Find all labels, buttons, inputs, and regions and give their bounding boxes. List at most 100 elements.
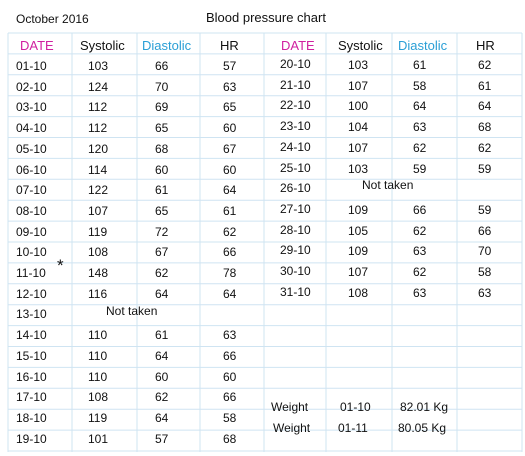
systolic-value: 110	[88, 328, 107, 342]
systolic-value: 108	[348, 286, 368, 300]
diastolic-value: 64	[155, 287, 168, 301]
diastolic-value: 62	[413, 265, 426, 279]
hr-value: 62	[223, 225, 236, 239]
systolic-value: 107	[348, 141, 368, 155]
hr-value: 57	[223, 59, 236, 73]
hr-value: 66	[223, 245, 236, 259]
systolic-value: 148	[88, 266, 108, 280]
systolic-value: 119	[88, 411, 107, 425]
diastolic-value: 59	[413, 162, 426, 176]
systolic-value: 101	[88, 432, 108, 446]
hr-value: 70	[478, 244, 491, 258]
not-taken-label: Not taken	[106, 304, 157, 318]
diastolic-value: 62	[155, 266, 168, 280]
row-date: 02-10	[16, 80, 47, 94]
diastolic-value: 64	[155, 349, 168, 363]
hr-value: 67	[223, 142, 236, 156]
row-date: 20-10	[280, 57, 311, 71]
diastolic-value: 72	[155, 225, 168, 239]
systolic-header-left: Systolic	[80, 39, 125, 53]
row-date: 22-10	[280, 98, 311, 112]
row-date: 10-10	[16, 245, 47, 259]
hr-value: 63	[478, 286, 491, 300]
hr-value: 65	[223, 100, 236, 114]
hr-value: 66	[223, 390, 236, 404]
weight-label-1: Weight	[271, 400, 308, 414]
hr-value: 60	[223, 121, 236, 135]
hr-value: 63	[223, 328, 236, 342]
hr-value: 59	[478, 203, 491, 217]
systolic-value: 103	[348, 58, 368, 72]
hr-value: 59	[478, 162, 491, 176]
row-date: 15-10	[16, 349, 47, 363]
row-date: 09-10	[16, 225, 47, 239]
systolic-value: 112	[88, 121, 107, 135]
diastolic-value: 63	[413, 244, 426, 258]
systolic-value: 124	[88, 80, 108, 94]
hr-value: 62	[478, 58, 491, 72]
row-date: 03-10	[16, 100, 47, 114]
systolic-value: 120	[88, 142, 108, 156]
hr-value: 62	[478, 141, 491, 155]
systolic-value: 107	[348, 265, 368, 279]
systolic-value: 105	[348, 224, 368, 238]
row-date: 06-10	[16, 163, 47, 177]
row-date: 05-10	[16, 142, 47, 156]
row-date: 28-10	[280, 223, 311, 237]
row-date: 12-10	[16, 287, 47, 301]
systolic-value: 119	[88, 225, 107, 239]
diastolic-value: 65	[155, 121, 168, 135]
hr-value: 64	[478, 99, 491, 113]
date-header-right: DATE	[281, 39, 315, 53]
month-label: October 2016	[16, 12, 89, 26]
hr-value: 58	[223, 411, 236, 425]
hr-value: 68	[223, 432, 236, 446]
diastolic-value: 61	[155, 183, 168, 197]
row-date: 29-10	[280, 243, 311, 257]
systolic-value: 114	[88, 163, 107, 177]
row-date: 11-10	[16, 266, 46, 280]
systolic-value: 104	[348, 120, 368, 134]
hr-value: 60	[223, 163, 236, 177]
diastolic-value: 61	[413, 58, 426, 72]
systolic-value: 103	[88, 59, 108, 73]
diastolic-value: 60	[155, 163, 168, 177]
row-date: 30-10	[280, 264, 311, 278]
diastolic-value: 64	[413, 99, 426, 113]
diastolic-value: 66	[413, 203, 426, 217]
date-header-left: DATE	[20, 39, 54, 53]
row-date: 14-10	[16, 328, 47, 342]
diastolic-value: 60	[155, 370, 168, 384]
diastolic-value: 61	[155, 328, 168, 342]
hr-value: 68	[478, 120, 491, 134]
weight-value-2: 80.05 Kg	[398, 421, 446, 435]
systolic-value: 110	[88, 370, 107, 384]
row-date: 18-10	[16, 411, 47, 425]
row-date: 21-10	[280, 78, 311, 92]
row-date: 07-10	[16, 183, 47, 197]
systolic-value: 122	[88, 183, 108, 197]
row-date: 25-10	[280, 161, 311, 175]
row-date: 13-10	[16, 307, 47, 321]
row-date: 19-10	[16, 432, 47, 446]
row-date: 01-10	[16, 59, 47, 73]
hr-value: 78	[223, 266, 236, 280]
row-date: 08-10	[16, 204, 47, 218]
diastolic-value: 62	[413, 141, 426, 155]
diastolic-value: 64	[155, 411, 168, 425]
page-title: Blood pressure chart	[206, 11, 326, 25]
row-date: 27-10	[280, 202, 311, 216]
row-date: 24-10	[280, 140, 311, 154]
row-date: 16-10	[16, 370, 47, 384]
not-taken-label: Not taken	[362, 178, 413, 192]
systolic-value: 116	[88, 287, 107, 301]
systolic-value: 103	[348, 162, 368, 176]
hr-value: 64	[223, 183, 236, 197]
hr-value: 64	[223, 287, 236, 301]
diastolic-value: 69	[155, 100, 168, 114]
row-date: 31-10	[280, 285, 311, 299]
note-asterisk: *	[57, 259, 64, 273]
row-date: 23-10	[280, 119, 311, 133]
hr-header-left: HR	[220, 39, 239, 53]
weight-label-2: Weight	[273, 421, 310, 435]
